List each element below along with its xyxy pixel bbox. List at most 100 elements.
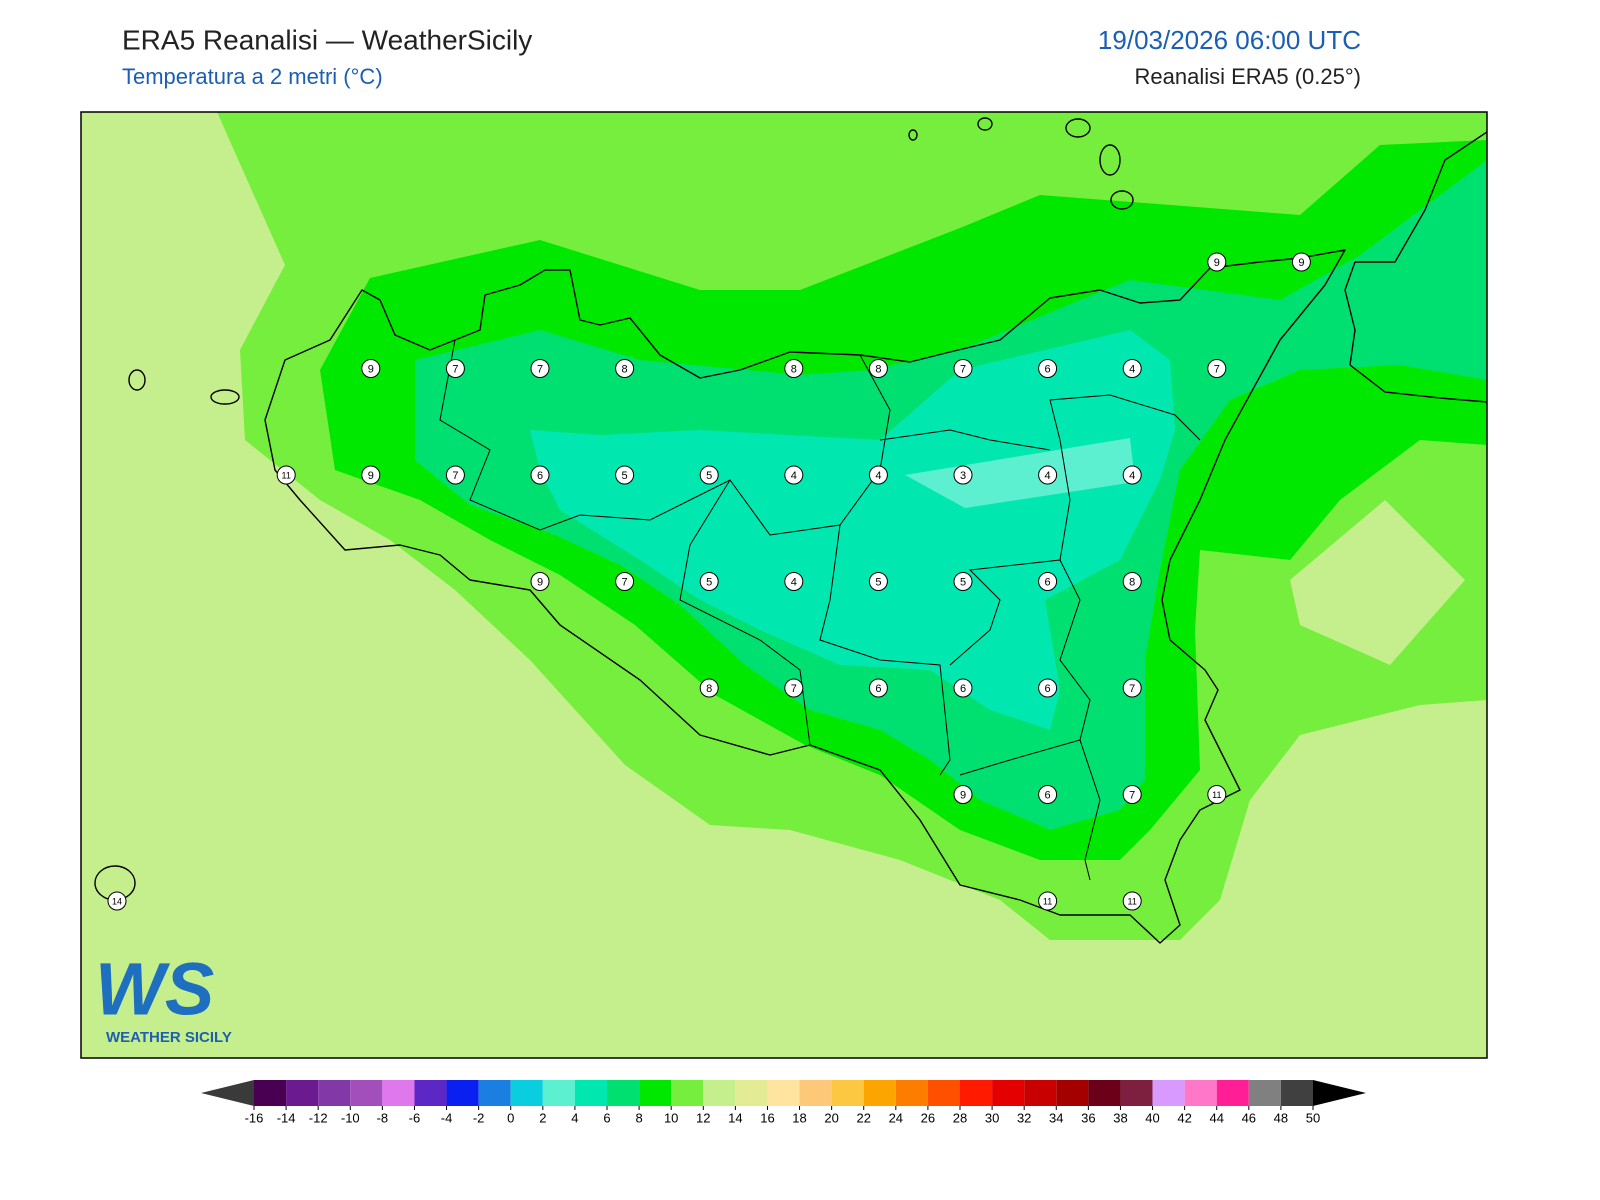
colorbar-segment bbox=[446, 1080, 479, 1106]
colorbar-tick-label: -16 bbox=[245, 1110, 264, 1125]
station-value: 8 bbox=[1129, 576, 1135, 588]
colorbar-tick-label: -4 bbox=[441, 1110, 453, 1125]
colorbar-segment bbox=[350, 1080, 383, 1106]
station-marker bbox=[784, 678, 804, 698]
station-value: 6 bbox=[1045, 576, 1051, 588]
colorbar-tick-label: 42 bbox=[1177, 1110, 1191, 1125]
colorbar-tick-label: -12 bbox=[309, 1110, 328, 1125]
station-marker bbox=[107, 891, 127, 911]
island bbox=[977, 117, 993, 131]
colorbar-segment bbox=[960, 1080, 993, 1106]
colorbar-tick-label: 30 bbox=[985, 1110, 999, 1125]
colorbar-tick-label: 0 bbox=[507, 1110, 514, 1125]
station-value: 9 bbox=[368, 470, 374, 482]
station-value: 4 bbox=[791, 470, 797, 482]
colorbar-tick-label: 36 bbox=[1081, 1110, 1095, 1125]
station-marker bbox=[784, 359, 804, 378]
colorbar-tick-label: 2 bbox=[539, 1110, 546, 1125]
field bbox=[530, 330, 1175, 730]
colorbar: -16 -14 -12 -10 -8 -6 -4 -2 0 2 4 6 8 10 12 14 16 18 20 22 2… bbox=[201, 1080, 1366, 1125]
station-value: 7 bbox=[960, 363, 966, 375]
island bbox=[128, 369, 146, 391]
station-marker bbox=[1207, 252, 1227, 272]
colorbar-tick-label: 28 bbox=[953, 1110, 967, 1125]
station-value: 9 bbox=[1298, 257, 1304, 269]
station-marker bbox=[445, 359, 465, 378]
station-value: 6 bbox=[537, 470, 543, 482]
colorbar-tick-label: 24 bbox=[889, 1110, 903, 1125]
station-value: 8 bbox=[622, 363, 628, 375]
colorbar-segment bbox=[318, 1080, 351, 1106]
station-marker bbox=[953, 359, 973, 378]
colorbar-tick-label: -10 bbox=[341, 1110, 360, 1125]
station-value: 6 bbox=[960, 683, 966, 695]
colorbar-tick-label: 40 bbox=[1145, 1110, 1159, 1125]
colorbar-tick-label: 6 bbox=[603, 1110, 610, 1125]
colorbar-segment bbox=[1056, 1080, 1089, 1106]
coastline bbox=[264, 249, 1346, 944]
map: 9 9 9 7 7 8 8 8 7 6 4 7 11 9 7 6 5 5 4 4 3 4 4 9 7 5 4 5 5 6 8 8 7 6 6 6 7 9 6… bbox=[81, 112, 1487, 1058]
colorbar-segment bbox=[1120, 1080, 1153, 1106]
station-marker bbox=[615, 359, 635, 378]
colorbar-segment bbox=[414, 1080, 447, 1106]
map-frame bbox=[80, 111, 1488, 1059]
station-value: 8 bbox=[706, 683, 712, 695]
colorbar-segment bbox=[1088, 1080, 1121, 1106]
colorbar-segment bbox=[1248, 1080, 1281, 1106]
colorbar-tick-label: 50 bbox=[1306, 1110, 1320, 1125]
colorbar-tick-label: 14 bbox=[728, 1110, 742, 1125]
station-marker bbox=[1038, 359, 1058, 378]
station-value: 3 bbox=[960, 470, 966, 482]
station-marker bbox=[1122, 891, 1142, 911]
station-marker bbox=[1291, 252, 1311, 272]
station-value: 7 bbox=[1214, 363, 1220, 375]
station-value: 6 bbox=[1045, 683, 1051, 695]
station-marker bbox=[1038, 785, 1058, 804]
station-value: 11 bbox=[282, 470, 291, 480]
station-marker bbox=[1038, 465, 1058, 485]
province-border bbox=[439, 339, 1201, 881]
station-value: 4 bbox=[791, 576, 797, 588]
colorbar-segment bbox=[1152, 1080, 1185, 1106]
colorbar-segment bbox=[574, 1080, 607, 1106]
colorbar-segment bbox=[1184, 1080, 1217, 1106]
station-value: 7 bbox=[1129, 789, 1135, 801]
colorbar-tick-label: 38 bbox=[1113, 1110, 1127, 1125]
colorbar-tick-label: 34 bbox=[1049, 1110, 1063, 1125]
colorbar-segment bbox=[735, 1080, 768, 1106]
colorbar-tick-label: 4 bbox=[571, 1110, 578, 1125]
station-value: 6 bbox=[1045, 363, 1051, 375]
colorbar-tick-label: 8 bbox=[635, 1110, 642, 1125]
colorbar-segment bbox=[703, 1080, 736, 1106]
colorbar-tick-label: 48 bbox=[1274, 1110, 1288, 1125]
subtitle: Temperatura a 2 metri (°C) bbox=[122, 64, 383, 89]
station-marker bbox=[953, 678, 973, 698]
station-marker bbox=[530, 465, 550, 485]
station-marker bbox=[615, 465, 635, 485]
station-value: 6 bbox=[1045, 789, 1051, 801]
colorbar-segment bbox=[478, 1080, 511, 1106]
field bbox=[1290, 500, 1465, 665]
station-marker bbox=[868, 678, 888, 698]
colorbar-over bbox=[1313, 1080, 1366, 1106]
colorbar-segment bbox=[927, 1080, 960, 1106]
colorbar-segment bbox=[1024, 1080, 1057, 1106]
colorbar-segment bbox=[254, 1080, 287, 1106]
station-marker bbox=[361, 465, 381, 485]
station-value: 5 bbox=[622, 470, 628, 482]
station-value: 9 bbox=[368, 363, 374, 375]
station-marker bbox=[276, 465, 296, 485]
colorbar-segment bbox=[863, 1080, 896, 1106]
station-marker bbox=[699, 678, 719, 698]
colorbar-tick-label: -8 bbox=[377, 1110, 389, 1125]
station-value: 5 bbox=[875, 576, 881, 588]
island bbox=[1099, 144, 1121, 176]
stations: 9 9 9 7 7 8 8 8 7 6 4 7 11 9 7 6 5 5 4 4 3 4 4 9 7 5 4 5 5 6 8 8 7 6 6 6 7 9 6… bbox=[107, 252, 1311, 911]
station-value: 8 bbox=[875, 363, 881, 375]
station-value: 14 bbox=[112, 896, 122, 906]
station-marker bbox=[615, 572, 635, 591]
station-marker bbox=[1122, 359, 1142, 378]
station-value: 5 bbox=[706, 576, 712, 588]
colorbar-tick-label: 20 bbox=[824, 1110, 838, 1125]
station-marker bbox=[1122, 465, 1142, 485]
